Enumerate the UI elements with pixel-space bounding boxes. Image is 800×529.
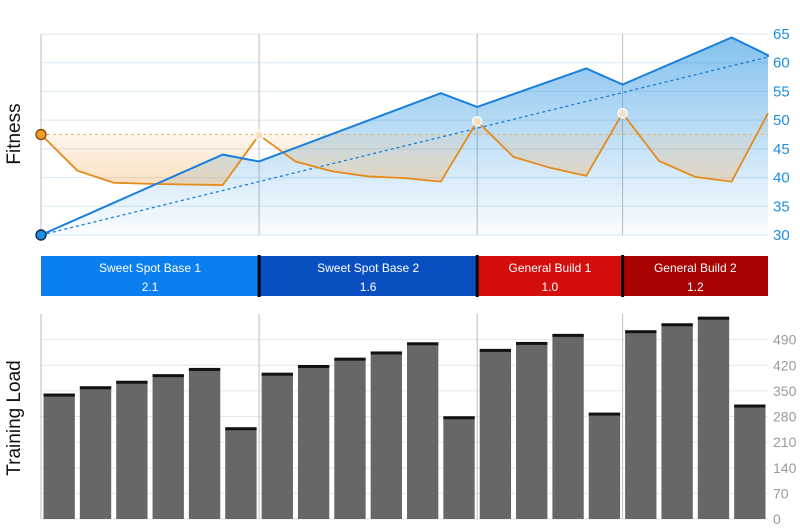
- phase-value: 1.6: [360, 280, 377, 294]
- fitness-trend-line: [40, 56, 769, 236]
- load-bar-cap: [407, 342, 439, 346]
- load-bar: [661, 324, 693, 519]
- load-bar-cap: [661, 323, 693, 327]
- phase-block[interactable]: [477, 256, 623, 296]
- fitness-tick-label: 55: [773, 83, 790, 100]
- load-bar-cap: [588, 412, 621, 416]
- fitness-tick-label: 30: [773, 227, 790, 244]
- load-tick-label: 420: [773, 357, 797, 373]
- load-tick-label: 350: [773, 383, 797, 399]
- load-bar: [43, 394, 75, 519]
- phase-segment[interactable]: General Build 2 1.2: [622, 256, 768, 296]
- load-bar-cap: [297, 364, 330, 368]
- phase-value: 2.1: [142, 280, 159, 294]
- load-grid: [41, 339, 768, 520]
- load-bar-cap: [697, 316, 730, 320]
- load-bar-cap: [261, 372, 293, 376]
- phase-block[interactable]: [622, 256, 768, 296]
- load-bar-cap: [516, 341, 548, 345]
- phase-block[interactable]: [41, 256, 260, 296]
- load-bar: [261, 373, 293, 519]
- fitness-line: [40, 36, 769, 236]
- fitness-tick-label: 35: [773, 198, 790, 215]
- freshness-phase-marker: [253, 129, 265, 141]
- load-bar-cap: [552, 333, 584, 337]
- load-bar: [116, 381, 148, 519]
- load-bar-cap: [225, 427, 257, 431]
- load-bar: [407, 343, 439, 519]
- load-tick-label: 70: [773, 485, 789, 501]
- load-bar: [225, 428, 257, 519]
- load-bar-cap: [625, 330, 657, 334]
- fitness-y-axis: 30 35 40 45 50 55 60 65: [773, 26, 790, 244]
- load-bar: [79, 387, 112, 519]
- phase-bar: Sweet Spot Base 1 2.1 Sweet Spot Base 2 1.6…: [41, 255, 768, 297]
- load-bar: [334, 358, 366, 519]
- load-bar-cap: [79, 386, 112, 390]
- phase-value: 1.2: [687, 280, 704, 294]
- load-bar: [188, 368, 221, 519]
- load-bar-cap: [152, 374, 184, 378]
- fitness-tick-label: 40: [773, 170, 790, 187]
- load-bar-cap: [334, 357, 366, 361]
- fitness-tick-label: 50: [773, 112, 790, 129]
- load-bar: [734, 405, 766, 519]
- freshness-line: [40, 111, 769, 186]
- freshness-phase-markers: [253, 108, 628, 141]
- load-tick-label: 0: [773, 511, 781, 527]
- load-y-axis: 0 70 140 210 280 350 420 490: [773, 332, 797, 527]
- load-bar: [152, 375, 184, 519]
- phase-name: General Build 2: [654, 261, 737, 275]
- fitness-tick-label: 45: [773, 141, 790, 158]
- phase-segment[interactable]: Sweet Spot Base 2 1.6: [259, 256, 478, 296]
- load-bar-cap: [479, 348, 512, 352]
- phase-segment[interactable]: General Build 1 1.0: [477, 256, 623, 296]
- phase-name: General Build 1: [509, 261, 592, 275]
- phase-segment[interactable]: Sweet Spot Base 1 2.1: [41, 256, 260, 296]
- load-bar-cap: [443, 416, 475, 420]
- load-bar-cap: [370, 351, 402, 355]
- load-bar: [443, 417, 475, 519]
- fitness-tick-label: 60: [773, 55, 790, 72]
- load-bar: [588, 413, 621, 519]
- load-tick-label: 280: [773, 409, 797, 425]
- fitness-tick-label: 65: [773, 26, 790, 43]
- training-load-bars: [43, 316, 766, 519]
- load-bar-cap: [188, 367, 221, 371]
- load-bar: [297, 365, 330, 519]
- fitness-start-point[interactable]: [35, 229, 47, 241]
- load-bar: [625, 331, 657, 519]
- load-tick-label: 140: [773, 460, 797, 476]
- load-bar: [516, 342, 548, 519]
- load-bar-cap: [43, 393, 75, 397]
- load-bar: [479, 349, 512, 519]
- load-tick-label: 210: [773, 434, 797, 450]
- freshness-phase-marker: [471, 116, 483, 127]
- training-load-axis-title: Training Load: [4, 360, 25, 475]
- fitness-axis-title: Fitness: [4, 103, 25, 164]
- phase-block[interactable]: [259, 256, 478, 296]
- load-phase-dividers: [40, 314, 624, 519]
- phase-name: Sweet Spot Base 2: [317, 261, 419, 275]
- load-bar: [552, 334, 584, 519]
- load-bar-cap: [734, 404, 766, 408]
- freshness-area-fill: [41, 113, 768, 186]
- freshness-start-point[interactable]: [35, 128, 47, 141]
- phase-name: Sweet Spot Base 1: [99, 261, 201, 275]
- freshness-phase-marker: [617, 108, 628, 119]
- load-bar: [370, 352, 402, 519]
- load-bar: [697, 317, 730, 519]
- phase-value: 1.0: [542, 280, 559, 294]
- load-tick-label: 490: [773, 332, 797, 348]
- load-bar-cap: [116, 380, 148, 384]
